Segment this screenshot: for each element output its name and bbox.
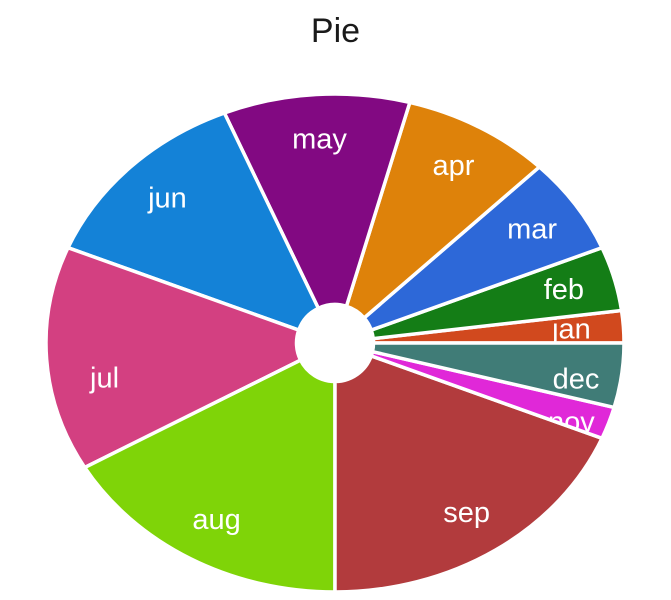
pie-label-sep: sep <box>443 497 490 529</box>
chart-title: Pie <box>310 12 361 50</box>
pie-label-mar: mar <box>507 214 557 246</box>
pie-label-feb: feb <box>544 274 584 306</box>
pie-label-aug: aug <box>192 504 240 536</box>
pie-label-jan: jan <box>551 314 591 346</box>
pie-label-apr: apr <box>433 150 475 182</box>
pie-slice-jun[interactable] <box>65 110 321 333</box>
pie-label-jun: jun <box>147 183 187 215</box>
pie-slice-mar[interactable] <box>361 164 605 333</box>
pie-label-jul: jul <box>89 362 119 394</box>
pie-slice-jul[interactable] <box>44 245 303 470</box>
pie-label-may: may <box>292 123 347 155</box>
pie-slice-aug[interactable] <box>82 357 337 594</box>
pie-label-dec: dec <box>553 364 600 396</box>
pie-slice-dec[interactable] <box>370 341 626 410</box>
pie-slice-may[interactable] <box>221 92 413 311</box>
